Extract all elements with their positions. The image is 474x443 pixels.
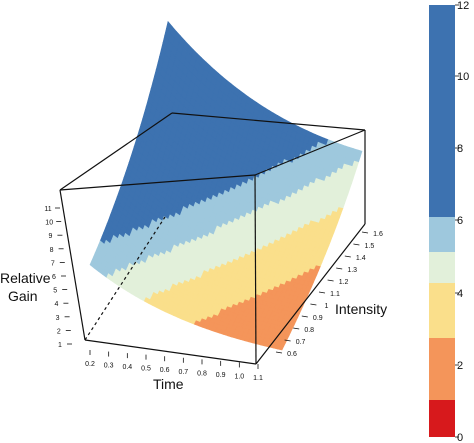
z-axis-tick-label: 5 <box>53 288 57 295</box>
y-axis-label: Intensity <box>335 301 387 317</box>
x-axis-tick-label: 0.4 <box>122 364 132 371</box>
y-axis-tick-label: 1 <box>324 303 328 310</box>
colorbar-segment <box>429 252 455 283</box>
y-axis-tick-label: 1.2 <box>339 279 349 286</box>
z-axis-tick-label: 2 <box>57 328 61 335</box>
y-axis-tick <box>327 279 334 282</box>
y-axis-tick-label: 1.4 <box>356 255 366 262</box>
surface <box>89 20 363 351</box>
x-axis-tick-label: 0.9 <box>216 372 226 379</box>
y-axis-tick <box>336 267 343 270</box>
x-axis-tick-label: 0.2 <box>85 361 95 368</box>
z-axis-tick-label: 8 <box>50 247 54 254</box>
colorbar-tick-label: 10 <box>457 71 469 83</box>
x-axis-tick-label: 0.7 <box>178 369 188 376</box>
y-axis-tick-label: 1.1 <box>330 291 340 298</box>
x-axis-tick-label: 0.5 <box>141 366 151 373</box>
y-axis-tick-label: 1.6 <box>373 231 383 238</box>
colorbar-tick-label: 2 <box>457 360 463 372</box>
y-axis-tick-label: 0.9 <box>313 315 323 322</box>
z-axis-tick-label: 4 <box>54 301 58 308</box>
bounding-box <box>59 112 366 365</box>
z-axis-tick-label: 10 <box>45 220 53 227</box>
y-axis-tick-label: 0.7 <box>296 339 306 346</box>
y-axis-tick <box>361 231 369 234</box>
colorbar-segment <box>429 5 455 217</box>
y-axis-tick-label: 1.3 <box>347 267 357 274</box>
colorbar-tick-label: 6 <box>457 215 463 227</box>
x-axis-tick-label: 1.1 <box>253 375 263 382</box>
colorbar-segment <box>429 217 455 252</box>
surface-cell <box>277 345 285 351</box>
z-axis-tick-label: 1 <box>58 342 62 349</box>
box-edge <box>59 189 86 341</box>
colorbar: 0 2 4 6 8 10 12 <box>429 0 469 443</box>
z-axis-tick-label: 3 <box>56 315 60 322</box>
x-axis-tick-label: 0.8 <box>197 370 207 377</box>
y-axis-tick <box>284 339 291 342</box>
box-edge <box>59 112 173 191</box>
y-axis-tick-label: 1.5 <box>365 243 375 250</box>
y-axis-tick <box>318 291 326 294</box>
y-axis-tick <box>344 255 351 258</box>
y-axis-tick <box>275 351 283 354</box>
y-axis-tick <box>353 243 360 246</box>
y-axis-tick-label: 0.6 <box>287 351 297 358</box>
box-edge <box>254 129 366 176</box>
y-axis-tick <box>301 315 308 318</box>
colorbar-tick-label: 8 <box>457 143 463 155</box>
y-axis-tick-label: 0.8 <box>304 327 314 334</box>
z-axis-tick-label: 6 <box>52 274 56 281</box>
colorbar-tick-label: 4 <box>457 288 463 300</box>
colorbar-tick-label: 12 <box>457 0 469 12</box>
colorbar-segment <box>429 338 455 400</box>
z-axis-tick-label: 9 <box>48 233 52 240</box>
box-edge <box>254 174 257 365</box>
z-axis-tick-label: 11 <box>44 206 51 213</box>
x-axis-tick-label: 1.0 <box>234 373 244 380</box>
box-edge <box>59 174 256 191</box>
box-edge <box>84 339 257 365</box>
colorbar-tick-label: 0 <box>457 432 463 443</box>
x-axis-tick-label: 0.3 <box>104 363 114 370</box>
x-axis-label: Time <box>153 376 184 392</box>
y-axis-tick <box>310 303 317 306</box>
z-axis-tick-label: 7 <box>51 260 55 267</box>
z-axis-label-line1: Relative <box>0 270 51 286</box>
z-axis-label-line2: Gain <box>8 288 38 304</box>
colorbar-segment <box>429 400 455 437</box>
axes: 1 2 3 4 5 6 7 8 9 10 11 0.2 0.3 0.4 0.5 0.6 0.7 0.8 0.9 1.0… <box>44 206 383 382</box>
box-edge <box>171 112 366 131</box>
box-hidden-edge <box>84 216 166 341</box>
box-edge <box>255 223 366 365</box>
x-axis-tick-label: 0.6 <box>160 367 170 374</box>
colorbar-segment <box>429 283 455 338</box>
y-axis-tick <box>293 327 300 330</box>
